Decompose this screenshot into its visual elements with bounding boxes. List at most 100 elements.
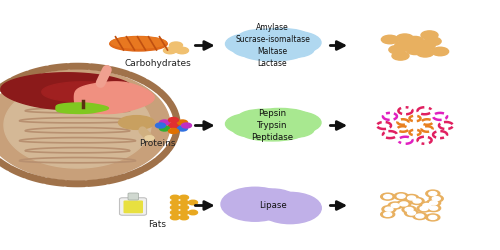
Text: Carbohydrates: Carbohydrates [124,59,191,68]
Circle shape [176,47,188,54]
Circle shape [413,212,427,220]
Circle shape [418,41,435,50]
Polygon shape [74,82,154,114]
Circle shape [400,202,408,206]
Circle shape [404,40,421,48]
Ellipse shape [118,116,154,130]
Circle shape [170,210,179,215]
Circle shape [168,128,178,134]
Circle shape [406,36,424,45]
FancyBboxPatch shape [124,200,143,213]
Circle shape [429,195,443,202]
Circle shape [405,208,413,212]
Circle shape [416,48,434,57]
Ellipse shape [226,113,278,134]
Circle shape [188,200,198,205]
Circle shape [170,42,182,48]
Polygon shape [0,70,170,180]
Circle shape [406,46,424,54]
Circle shape [178,120,188,125]
Polygon shape [56,103,108,114]
Circle shape [385,207,393,211]
Circle shape [164,47,176,54]
Ellipse shape [266,31,321,54]
Circle shape [417,205,431,212]
Polygon shape [1,73,133,110]
Circle shape [156,123,166,128]
Text: Amylase
Sucrase-isomaltase
Maltase
Lactase: Amylase Sucrase-isomaltase Maltase Lacta… [235,23,310,68]
Circle shape [180,210,188,215]
Circle shape [432,47,448,56]
Circle shape [426,214,440,221]
Text: Fats: Fats [148,220,166,229]
Ellipse shape [269,42,314,58]
Circle shape [430,206,438,210]
Circle shape [160,126,170,131]
Circle shape [170,205,179,210]
Polygon shape [42,82,123,102]
Circle shape [384,195,392,199]
Ellipse shape [110,36,167,51]
Circle shape [384,212,392,216]
Ellipse shape [232,121,274,137]
Ellipse shape [269,122,314,138]
Circle shape [182,123,192,128]
Ellipse shape [266,111,321,134]
Circle shape [180,200,188,205]
Circle shape [170,195,179,200]
Circle shape [395,41,412,50]
Circle shape [382,35,398,44]
Ellipse shape [111,37,166,48]
Circle shape [380,211,394,218]
Circle shape [178,126,188,131]
FancyBboxPatch shape [128,193,138,200]
Ellipse shape [235,32,310,59]
Circle shape [397,200,411,207]
Circle shape [247,189,298,214]
Circle shape [392,52,409,60]
Circle shape [258,192,322,224]
Circle shape [396,34,413,42]
Circle shape [170,200,179,205]
Circle shape [429,192,437,196]
Circle shape [430,201,438,205]
Circle shape [397,194,405,198]
Ellipse shape [251,108,309,125]
Ellipse shape [226,33,278,54]
Circle shape [402,206,416,213]
Circle shape [380,193,394,200]
Text: Pepsin
Trypsin
Peptidase: Pepsin Trypsin Peptidase [252,109,294,142]
Circle shape [394,193,408,200]
Circle shape [391,204,399,208]
Circle shape [180,195,188,200]
Ellipse shape [232,41,274,57]
Circle shape [421,31,438,39]
Ellipse shape [251,28,309,45]
Circle shape [145,136,154,140]
FancyBboxPatch shape [120,198,146,215]
Circle shape [404,194,418,202]
Ellipse shape [235,112,310,139]
Circle shape [413,199,421,203]
Circle shape [188,210,198,215]
Circle shape [426,190,440,197]
Circle shape [420,202,434,209]
Circle shape [404,210,418,216]
Circle shape [168,118,178,122]
Circle shape [432,196,440,200]
Circle shape [388,202,402,209]
Circle shape [408,211,416,215]
Circle shape [429,216,437,220]
Text: Lipase: Lipase [258,201,286,210]
Circle shape [420,206,428,210]
Circle shape [180,215,188,220]
Ellipse shape [238,109,288,125]
Circle shape [221,187,289,221]
Circle shape [423,204,431,208]
Circle shape [410,198,424,204]
Circle shape [408,196,416,200]
Circle shape [168,123,178,128]
Circle shape [424,37,441,46]
Circle shape [426,200,440,206]
Ellipse shape [240,43,305,61]
